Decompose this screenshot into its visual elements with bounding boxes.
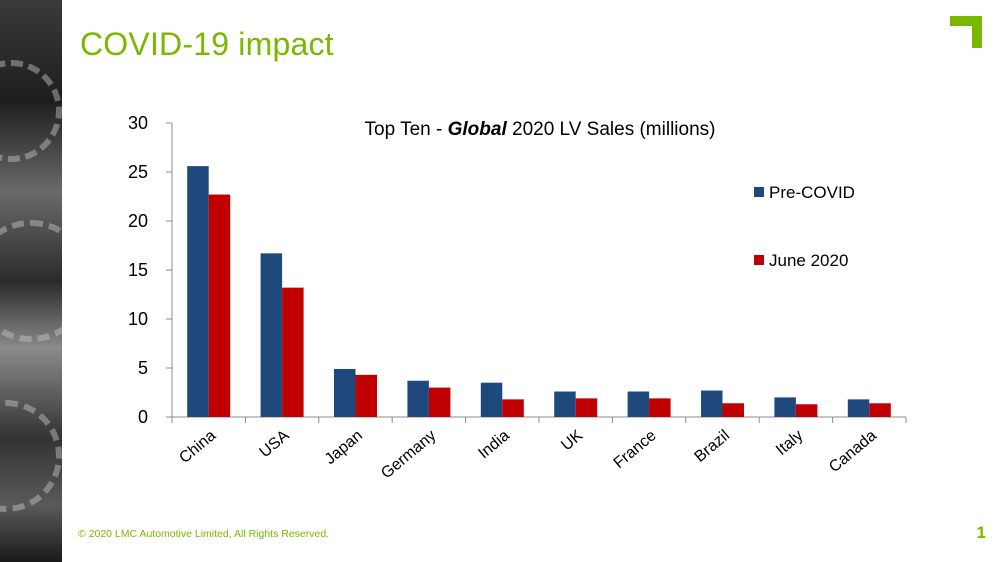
bar-june-2020-usa bbox=[282, 287, 304, 417]
chart-title: Top Ten - Global 2020 LV Sales (millions… bbox=[365, 119, 716, 140]
slide-title: COVID-19 impact bbox=[80, 26, 334, 62]
y-tick-label: 0 bbox=[138, 407, 148, 427]
y-tick-label: 20 bbox=[128, 211, 148, 231]
bar-june-2020-japan bbox=[355, 374, 377, 417]
bar-june-2020-france bbox=[649, 398, 671, 417]
gear-decoration bbox=[0, 400, 62, 512]
x-tick-label: Italy bbox=[773, 427, 806, 459]
gear-decoration bbox=[0, 220, 62, 342]
bar-pre-covid-canada bbox=[847, 399, 870, 417]
legend-swatch bbox=[754, 187, 764, 197]
bar-june-2020-italy bbox=[795, 404, 818, 417]
y-tick-label: 30 bbox=[128, 113, 148, 133]
bar-pre-covid-germany bbox=[407, 380, 429, 417]
y-tick-label: 25 bbox=[128, 162, 148, 182]
x-tick-label: India bbox=[475, 427, 513, 462]
bars bbox=[187, 166, 891, 417]
bar-pre-covid-japan bbox=[334, 368, 356, 417]
legend-swatch bbox=[754, 255, 764, 265]
y-tick-label: 15 bbox=[128, 260, 148, 280]
x-tick-label: France bbox=[611, 427, 660, 472]
bar-chart-svg: Top Ten - Global 2020 LV Sales (millions… bbox=[128, 113, 907, 482]
x-axis: China USA Japan Germany India UK France Brazil I… bbox=[171, 416, 907, 482]
page-number: 1 bbox=[976, 523, 986, 542]
bar-june-2020-germany bbox=[428, 387, 451, 417]
bar-june-2020-canada bbox=[869, 403, 891, 417]
x-tick-label: Canada bbox=[826, 427, 880, 476]
y-tick-label: 5 bbox=[138, 358, 148, 378]
x-tick-label: Germany bbox=[378, 427, 439, 482]
chart-title-emphasis: Global bbox=[448, 119, 508, 140]
bar-june-2020-brazil bbox=[722, 403, 744, 417]
gear-decoration bbox=[0, 60, 62, 162]
chart-title-suffix: 2020 LV Sales (millions) bbox=[507, 119, 716, 140]
legend: Pre-COVID June 2020 bbox=[754, 183, 855, 270]
bar-pre-covid-india bbox=[480, 382, 503, 417]
y-tick-label: 10 bbox=[128, 309, 148, 329]
copyright-footer: © 2020 LMC Automotive Limited, All Right… bbox=[78, 528, 330, 540]
bar-pre-covid-uk bbox=[554, 391, 576, 417]
bar-pre-covid-brazil bbox=[701, 390, 723, 417]
x-tick-label: Japan bbox=[322, 427, 366, 468]
legend-label: Pre-COVID bbox=[769, 183, 855, 202]
corner-bracket-icon bbox=[950, 16, 982, 48]
y-axis: 0 5 10 15 20 25 30 bbox=[128, 113, 173, 427]
chart: Top Ten - Global 2020 LV Sales (millions… bbox=[100, 100, 980, 520]
x-tick-label: USA bbox=[257, 427, 293, 461]
chart-title-prefix: Top Ten - bbox=[365, 119, 448, 140]
bar-pre-covid-china bbox=[187, 166, 209, 417]
bar-pre-covid-france bbox=[627, 391, 650, 417]
x-tick-label: China bbox=[176, 427, 219, 467]
side-decorative-photo bbox=[0, 0, 62, 562]
x-tick-label: Brazil bbox=[691, 427, 733, 466]
bar-june-2020-uk bbox=[575, 398, 598, 417]
legend-label: June 2020 bbox=[769, 251, 848, 270]
bar-june-2020-india bbox=[502, 399, 524, 417]
bar-june-2020-china bbox=[208, 194, 231, 417]
x-tick-label: UK bbox=[558, 427, 586, 455]
bar-pre-covid-italy bbox=[774, 397, 796, 417]
bar-pre-covid-usa bbox=[260, 253, 283, 417]
